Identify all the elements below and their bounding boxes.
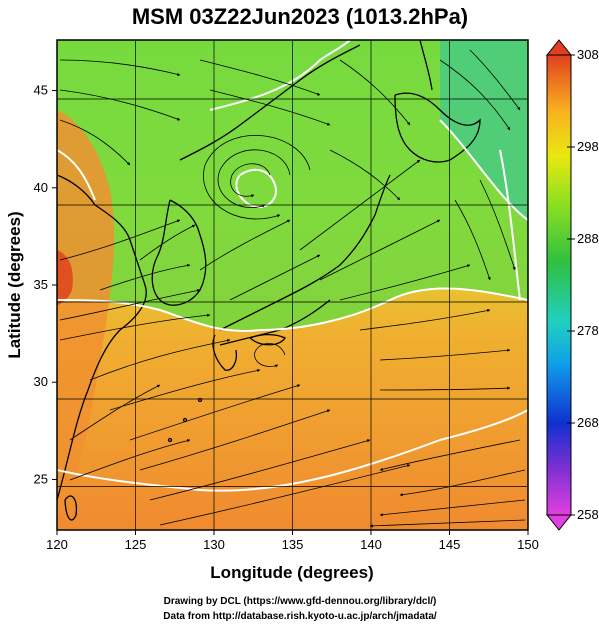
colorbar: 258 268 278 288 298 308	[545, 39, 599, 531]
x-tick-label: 140	[360, 537, 382, 552]
colorbar-tick-label: 268	[577, 415, 599, 430]
colorbar-tick-label: 278	[577, 323, 599, 338]
colorbar-tick-label: 298	[577, 139, 599, 154]
x-tick-label: 150	[517, 537, 539, 552]
y-axis-ticks: 25 30 35 40 45	[34, 83, 57, 486]
y-tick-label: 25	[34, 471, 48, 486]
colorbar-bottom-triangle	[545, 514, 573, 531]
x-tick-label: 125	[125, 537, 147, 552]
y-tick-label: 45	[34, 83, 48, 98]
y-tick-label: 40	[34, 180, 48, 195]
cool-air-region-east	[440, 40, 528, 220]
y-axis-label: Latitude (degrees)	[5, 211, 24, 358]
x-axis-ticks: 120 125 130 135 140 145 150	[46, 530, 539, 552]
x-tick-label: 135	[282, 537, 304, 552]
x-tick-label: 145	[439, 537, 461, 552]
colorbar-tick-label: 258	[577, 507, 599, 522]
colorbar-top-triangle	[545, 39, 573, 56]
credit-drawing: Drawing by DCL (https://www.gfd-dennou.o…	[164, 596, 437, 607]
credit-data: Data from http://database.rish.kyoto-u.a…	[163, 611, 437, 622]
colorbar-tick-label: 288	[577, 231, 599, 246]
map-title: MSM 03Z22Jun2023 (1013.2hPa)	[132, 4, 468, 29]
colorbar-tick-label: 308	[577, 47, 599, 62]
x-tick-label: 130	[203, 537, 225, 552]
x-tick-label: 120	[46, 537, 68, 552]
graticule	[57, 40, 528, 530]
streamlines	[59, 49, 526, 528]
x-axis-label: Longitude (degrees)	[210, 563, 373, 582]
colorbar-body	[546, 54, 572, 516]
temperature-contours	[57, 40, 528, 492]
colorbar-ticks: 258 268 278 288 298 308	[567, 47, 599, 522]
y-tick-label: 30	[34, 374, 48, 389]
hot-spot-region	[57, 250, 73, 305]
y-tick-label: 35	[34, 277, 48, 292]
map-plot-area	[57, 40, 528, 530]
